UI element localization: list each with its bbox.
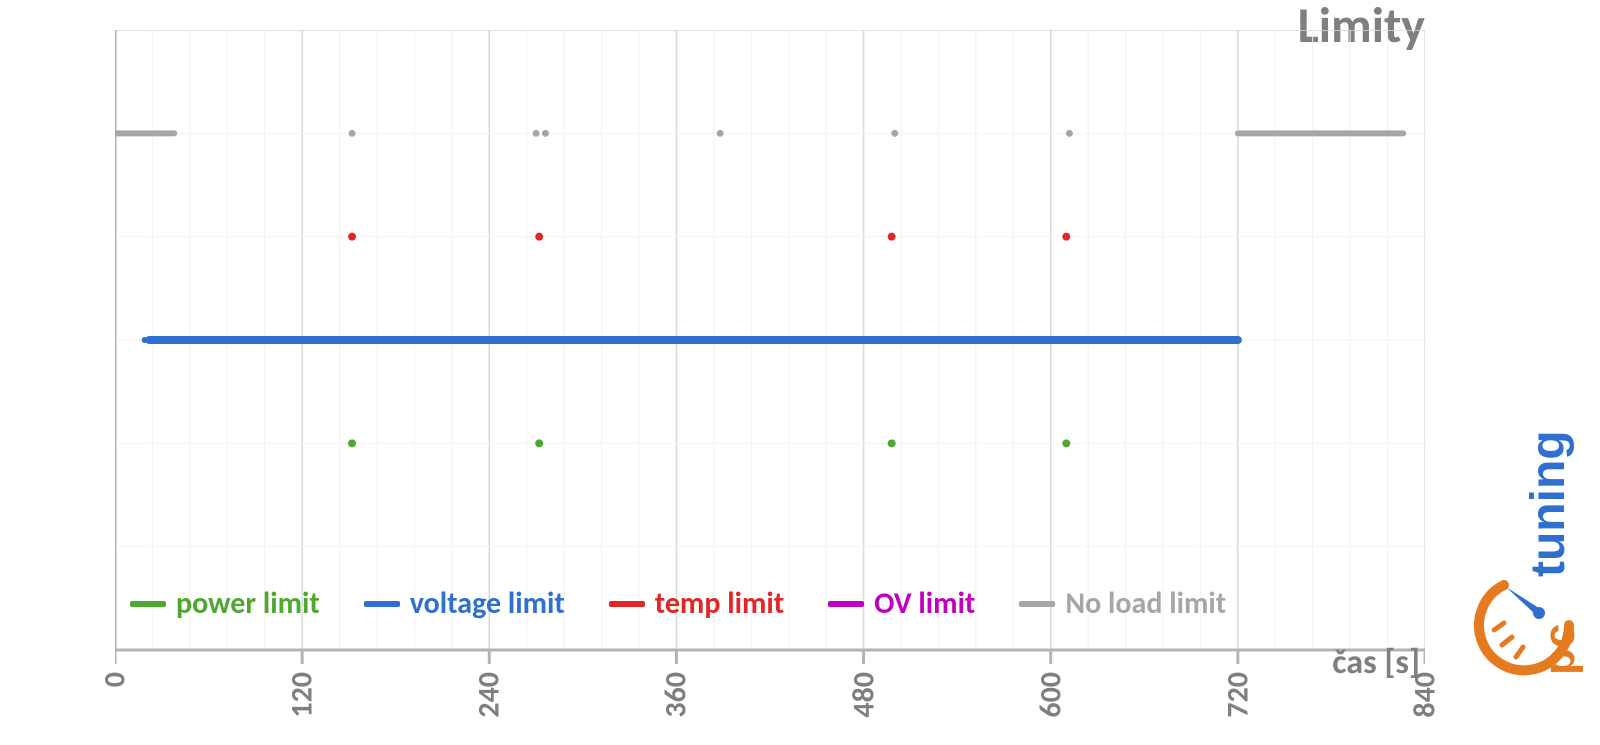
pctuning-logo: pc tuning (1474, 305, 1584, 705)
legend-item: temp limit (609, 585, 784, 622)
logo-text-pc: pc (1535, 624, 1584, 675)
series-no-load-limit-point (542, 130, 549, 137)
series-temp-limit-point (888, 233, 896, 241)
legend-swatch (1019, 601, 1055, 607)
legend-swatch (364, 601, 400, 607)
series-temp-limit-point (348, 233, 356, 241)
series-power-limit-point (348, 439, 356, 447)
legend-swatch (609, 601, 645, 607)
x-tick-label: 840 (1407, 672, 1444, 718)
legend-label: voltage limit (410, 585, 565, 622)
legend-label: temp limit (655, 585, 784, 622)
legend-label: power limit (176, 585, 320, 622)
logo-text-tuning: tuning (1522, 430, 1575, 577)
legend-label: OV limit (874, 585, 975, 622)
x-tick-label: 720 (1219, 672, 1256, 718)
series-no-load-limit-point (891, 130, 898, 137)
chart-container: Limity čas [s] power limitvoltage limitt… (0, 0, 1600, 745)
series-power-limit-point (535, 439, 543, 447)
series-no-load-limit-point (533, 130, 540, 137)
x-tick-label: 360 (658, 672, 695, 718)
x-tick-label: 600 (1032, 672, 1069, 718)
x-tick-label: 240 (471, 672, 508, 718)
x-tick-label: 480 (845, 672, 882, 718)
legend-item: power limit (130, 585, 320, 622)
series-no-load-limit-point (1066, 130, 1073, 137)
legend-label: No load limit (1065, 585, 1226, 622)
series-no-load-limit-point (717, 130, 724, 137)
series-no-load-limit-point (349, 130, 356, 137)
series-temp-limit-point (1062, 233, 1070, 241)
series-power-limit-point (1062, 439, 1070, 447)
series-temp-limit-point (535, 233, 543, 241)
legend-item: OV limit (828, 585, 975, 622)
legend-item: No load limit (1019, 585, 1226, 622)
x-tick-label: 0 (97, 672, 134, 687)
legend-item: voltage limit (364, 585, 565, 622)
legend-swatch (828, 601, 864, 607)
x-tick-label: 120 (284, 672, 321, 718)
legend: power limit voltage limit temp limit OV lim… (130, 585, 1226, 622)
plot-area (115, 30, 1425, 730)
series-power-limit-point (888, 439, 896, 447)
legend-swatch (130, 601, 166, 607)
